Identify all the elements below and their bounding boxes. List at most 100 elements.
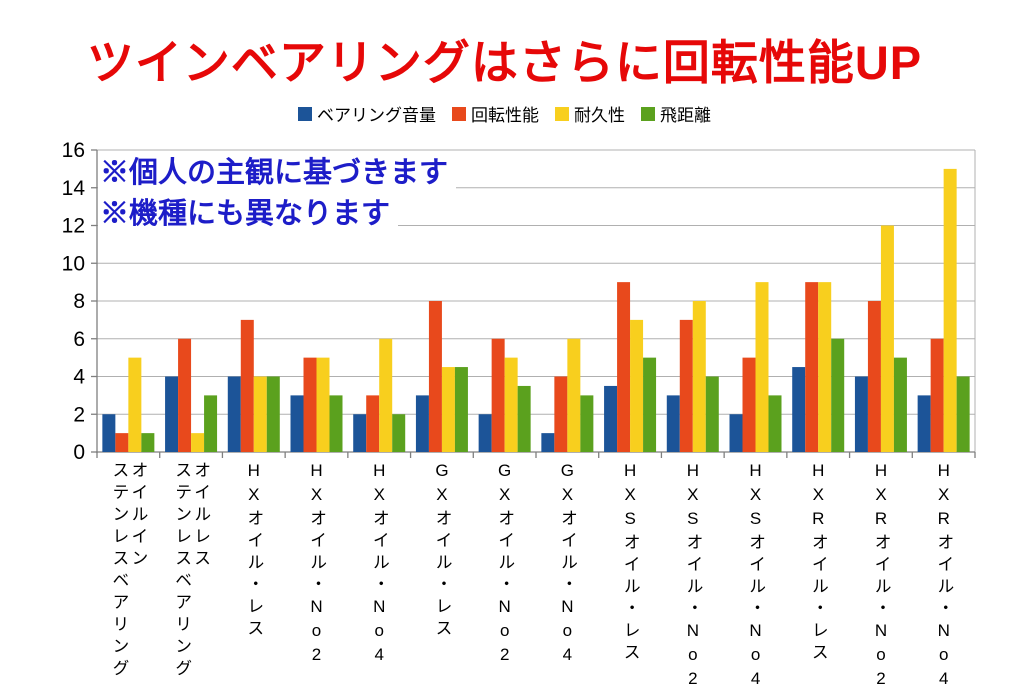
bar-series-2-cat-9 xyxy=(692,301,706,452)
y-tick-label-8: 8 xyxy=(73,290,85,313)
bar-series-0-cat-5 xyxy=(415,395,429,453)
bar-series-2-cat-10 xyxy=(755,282,769,453)
bar-series-3-cat-4 xyxy=(392,414,406,452)
x-axis-label-text: オイルイン ステンレスベアリング xyxy=(109,461,147,700)
bar-series-3-cat-7 xyxy=(580,395,594,453)
bar-series-2-cat-4 xyxy=(379,338,393,452)
x-axis-label-text: GXオイル・レス xyxy=(432,461,451,700)
bar-series-1-cat-0 xyxy=(115,433,129,453)
x-axis-label-text: HXSオイル・レス xyxy=(621,461,640,700)
bar-series-0-cat-2 xyxy=(227,376,241,452)
legend-label: 耐久性 xyxy=(574,106,625,125)
annotation-line-2: ※機種にも異なります xyxy=(98,194,399,235)
bar-series-1-cat-7 xyxy=(554,376,568,452)
x-axis-label-7: GXオイル・No4 xyxy=(536,461,599,700)
x-axis-label-9: HXSオイル・No2 xyxy=(661,461,724,700)
x-axis-label-line: GXオイル・レス xyxy=(432,461,452,641)
x-axis-label-5: GXオイル・レス xyxy=(411,461,474,700)
bar-series-3-cat-11 xyxy=(831,338,845,452)
bar-series-0-cat-10 xyxy=(729,414,743,452)
x-axis-label-line: ステンレスベアリング xyxy=(109,461,129,681)
bar-series-2-cat-12 xyxy=(880,225,894,452)
x-axis-label-10: HXSオイル・No4 xyxy=(724,461,787,700)
legend-label: 飛距離 xyxy=(660,106,711,125)
x-axis-label-12: HXRオイル・No2 xyxy=(850,461,913,700)
bar-series-2-cat-6 xyxy=(504,357,518,453)
x-axis-label-text: HXオイル・No4 xyxy=(370,461,389,700)
x-axis-label-8: HXSオイル・レス xyxy=(599,461,662,700)
legend-item-0: ベアリング音量 xyxy=(298,101,436,126)
x-axis-label-text: HXRオイル・No2 xyxy=(871,461,890,700)
annotation-line-1: ※個人の主観に基づきます xyxy=(98,153,457,194)
bar-series-0-cat-8 xyxy=(604,385,618,452)
legend-swatch-icon xyxy=(641,106,655,121)
bar-series-3-cat-12 xyxy=(893,357,907,453)
legend-swatch-icon xyxy=(555,106,569,121)
x-axis-label-text: HXSオイル・No2 xyxy=(683,461,702,700)
bar-series-3-cat-9 xyxy=(705,376,719,452)
bar-series-2-cat-11 xyxy=(818,282,832,453)
bar-series-3-cat-2 xyxy=(266,376,280,452)
legend-label: ベアリング音量 xyxy=(317,106,436,125)
bar-series-1-cat-9 xyxy=(679,319,693,453)
x-axis-label-text: GXオイル・No4 xyxy=(558,461,577,700)
bar-series-1-cat-10 xyxy=(742,357,756,453)
y-tick-label-12: 12 xyxy=(62,215,85,238)
x-axis-label-line: HXRオイル・レス xyxy=(808,461,828,665)
bar-series-1-cat-3 xyxy=(303,357,317,453)
bar-series-1-cat-8 xyxy=(617,282,631,453)
bar-series-3-cat-5 xyxy=(454,367,468,452)
bar-series-0-cat-4 xyxy=(353,414,367,452)
legend-label: 回転性能 xyxy=(471,106,539,125)
legend-swatch-icon xyxy=(452,106,466,121)
chart-title: ツインベアリングはさらに回転性能UP xyxy=(86,36,923,89)
y-tick-label-14: 14 xyxy=(62,177,86,200)
legend-item-3: 飛距離 xyxy=(641,101,711,126)
y-tick-label-2: 2 xyxy=(73,403,85,426)
x-axis-label-text: HXSオイル・No4 xyxy=(746,461,765,700)
x-axis-label-line: HXオイル・No2 xyxy=(307,461,327,669)
x-axis-label-text: HXオイル・No2 xyxy=(307,461,326,700)
bar-series-2-cat-5 xyxy=(441,367,455,452)
x-axis-label-line: オイルレス xyxy=(191,461,211,571)
x-axis-label-1: オイルレス ステンレスベアリング xyxy=(160,461,223,700)
bar-series-0-cat-9 xyxy=(666,395,680,453)
legend: ベアリング音量 回転性能 耐久性 飛距離 xyxy=(0,101,1009,126)
x-axis-label-13: HXRオイル・No4 xyxy=(912,461,975,700)
bar-series-1-cat-5 xyxy=(428,301,442,452)
x-axis-label-line: HXSオイル・No2 xyxy=(683,461,703,693)
x-axis-label-line: HXRオイル・No2 xyxy=(871,461,891,693)
x-axis-label-line: HXRオイル・No4 xyxy=(934,461,954,693)
bar-series-3-cat-1 xyxy=(204,395,218,453)
bar-series-0-cat-3 xyxy=(290,395,304,453)
bar-series-1-cat-2 xyxy=(240,319,254,453)
y-tick-label-16: 16 xyxy=(62,139,85,162)
bar-series-2-cat-13 xyxy=(943,168,957,453)
x-axis-label-4: HXオイル・No4 xyxy=(348,461,411,700)
bar-series-0-cat-13 xyxy=(917,395,931,453)
bar-series-2-cat-1 xyxy=(191,433,205,453)
bar-series-0-cat-0 xyxy=(102,414,116,452)
x-axis-label-line: HXSオイル・レス xyxy=(620,461,640,665)
x-axis-label-line: GXオイル・No2 xyxy=(495,461,515,669)
bar-series-2-cat-3 xyxy=(316,357,330,453)
bar-series-0-cat-7 xyxy=(541,433,555,453)
x-axis-label-line: オイルイン xyxy=(128,461,148,571)
bar-series-2-cat-8 xyxy=(630,319,644,453)
x-axis-label-11: HXRオイル・レス xyxy=(787,461,850,700)
x-axis-label-line: GXオイル・No4 xyxy=(557,461,577,669)
legend-swatch-icon xyxy=(298,106,312,121)
bar-series-0-cat-11 xyxy=(792,367,806,452)
bar-series-2-cat-0 xyxy=(128,357,142,453)
x-axis-label-text: オイルレス ステンレスベアリング xyxy=(172,461,210,700)
bar-series-1-cat-11 xyxy=(805,282,819,453)
legend-item-1: 回転性能 xyxy=(452,101,539,126)
bar-series-1-cat-6 xyxy=(491,338,505,452)
x-axis-label-2: HXオイル・レス xyxy=(222,461,285,700)
y-tick-label-10: 10 xyxy=(62,252,85,275)
bar-series-0-cat-1 xyxy=(165,376,179,452)
x-axis-label-0: オイルイン ステンレスベアリング xyxy=(97,461,160,700)
bar-series-1-cat-12 xyxy=(867,301,881,452)
